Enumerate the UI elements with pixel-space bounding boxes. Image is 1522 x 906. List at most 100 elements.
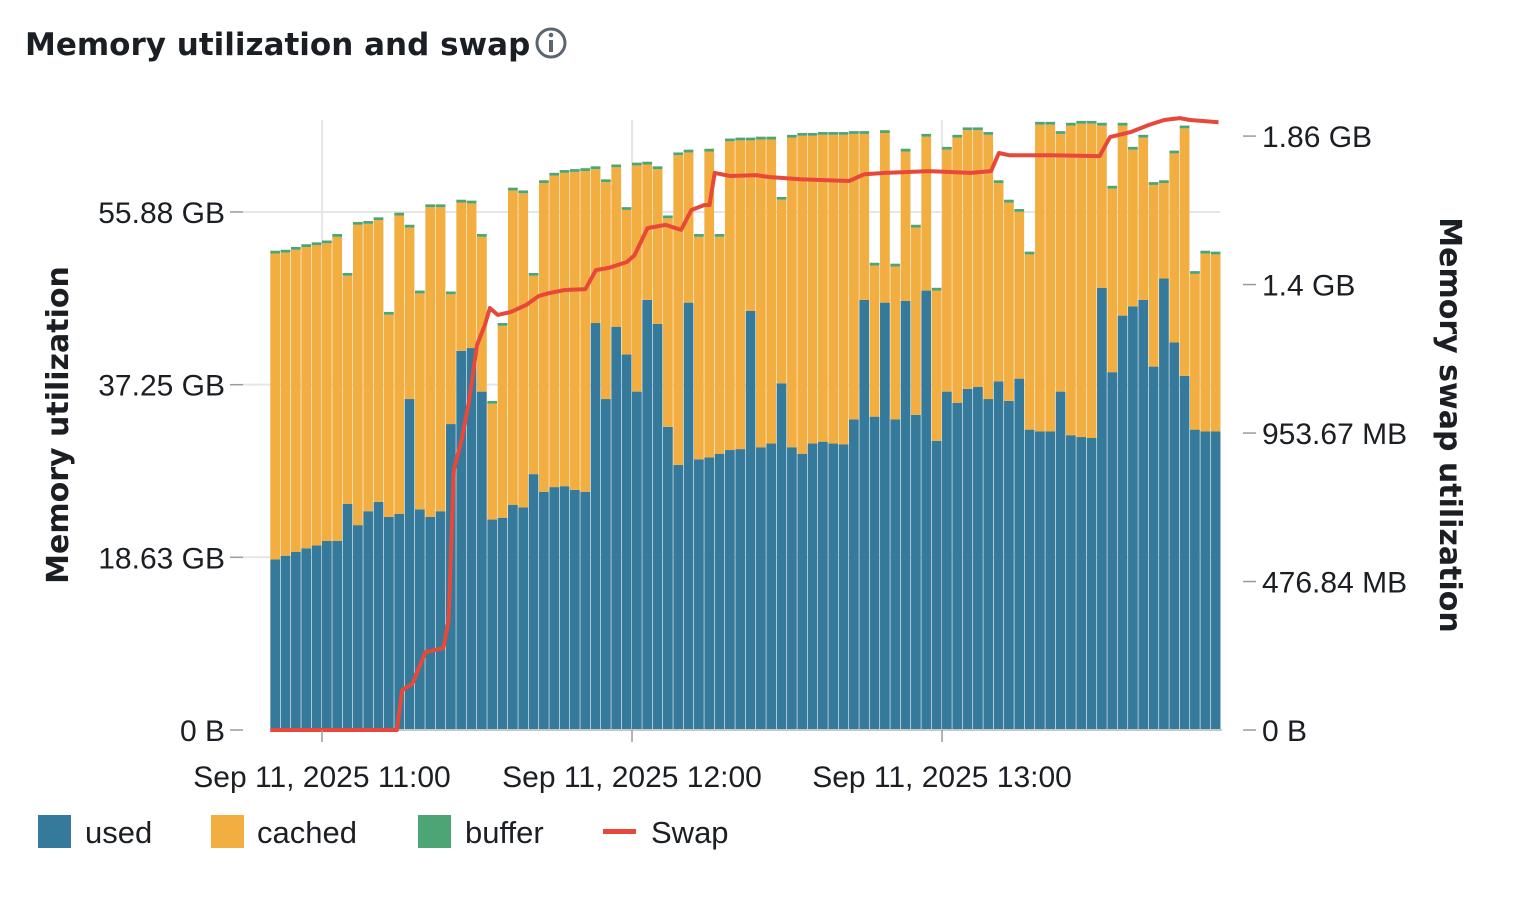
bar-cached xyxy=(921,136,932,291)
bar-cached xyxy=(301,247,312,549)
bar-used xyxy=(869,416,880,730)
bar-used xyxy=(1035,431,1045,730)
bar-buffer xyxy=(353,221,363,225)
bar-cached xyxy=(1024,254,1035,430)
bar-buffer xyxy=(663,215,673,219)
bar-used xyxy=(332,540,343,730)
bar-buffer xyxy=(1035,121,1045,125)
x-tick-label: Sep 11, 2025 13:00 xyxy=(812,761,1072,794)
bar-cached xyxy=(807,135,818,444)
bar-buffer xyxy=(890,263,901,267)
bar-buffer xyxy=(280,249,291,253)
bar-buffer xyxy=(756,136,766,140)
bar-cached xyxy=(466,203,477,349)
bar-cached xyxy=(818,134,828,442)
legend-swatch-buffer xyxy=(418,815,451,848)
bar-used xyxy=(642,299,653,730)
right-tick-label: 1.4 GB xyxy=(1262,270,1355,303)
bar-cached xyxy=(911,227,921,415)
bar-used xyxy=(508,504,518,730)
left-tick-label: 55.88 GB xyxy=(98,197,225,230)
bar-cached xyxy=(1169,153,1180,343)
bar-buffer xyxy=(549,172,560,176)
right-tick-label: 0 B xyxy=(1262,715,1307,748)
bar-used xyxy=(952,402,963,730)
bar-used xyxy=(942,391,952,730)
bar-used xyxy=(1024,429,1035,730)
bar-buffer xyxy=(539,180,549,184)
bar-buffer xyxy=(621,207,632,210)
bar-buffer xyxy=(807,132,818,136)
bar-buffer xyxy=(1117,122,1128,126)
bar-cached xyxy=(869,265,880,417)
bar-cached xyxy=(487,403,498,520)
bar-cached xyxy=(766,139,777,444)
bar-cached xyxy=(435,207,446,512)
bar-used xyxy=(632,391,642,730)
bar-used xyxy=(404,399,415,730)
bar-buffer xyxy=(859,131,870,134)
bar-used xyxy=(384,516,394,730)
bar-used xyxy=(1014,378,1025,730)
bar-cached xyxy=(632,165,642,392)
legend-item-used[interactable]: used xyxy=(38,815,152,850)
bar-cached xyxy=(518,193,529,508)
bar-buffer xyxy=(559,170,570,173)
bar-cached xyxy=(735,140,746,450)
bar-buffer xyxy=(632,162,642,166)
bar-cached xyxy=(880,132,890,303)
bar-used xyxy=(611,326,622,730)
bar-cached xyxy=(332,236,343,541)
bar-used xyxy=(859,299,870,730)
info-circle-icon[interactable] xyxy=(535,27,567,59)
bar-buffer xyxy=(704,148,715,152)
bar-cached xyxy=(415,293,425,510)
bar-used xyxy=(704,457,715,730)
bar-cached xyxy=(1200,253,1211,432)
bar-buffer xyxy=(466,200,477,204)
bar-cached xyxy=(1014,211,1025,379)
bar-buffer xyxy=(787,134,797,138)
bar-used xyxy=(1045,431,1056,730)
bar-used xyxy=(1076,437,1087,730)
bar-buffer xyxy=(508,187,518,191)
bar-used xyxy=(290,552,301,730)
bar-cached xyxy=(394,215,405,514)
bar-cached xyxy=(446,294,456,425)
bar-cached xyxy=(797,135,808,454)
bar-buffer xyxy=(611,164,622,168)
bar-used xyxy=(1066,435,1076,730)
bar-used xyxy=(849,419,859,730)
bar-used xyxy=(1117,315,1128,730)
bar-cached xyxy=(611,167,622,327)
bar-cached xyxy=(559,172,570,487)
bar-used xyxy=(663,426,673,730)
bar-cached xyxy=(1138,137,1149,300)
bar-used xyxy=(487,519,498,730)
bar-buffer xyxy=(1076,120,1087,124)
bar-used xyxy=(497,517,508,730)
bar-cached xyxy=(931,290,942,441)
bar-cached xyxy=(528,275,539,475)
bar-buffer xyxy=(673,152,684,156)
legend-item-cached[interactable]: cached xyxy=(211,815,357,850)
bar-used xyxy=(776,383,787,730)
legend-item-buffer[interactable]: buffer xyxy=(418,815,544,850)
bar-cached xyxy=(1159,183,1169,279)
chart-title: Memory utilization and swap xyxy=(25,27,530,63)
bar-buffer xyxy=(694,234,704,237)
bar-cached xyxy=(1035,124,1045,432)
bar-buffer xyxy=(983,132,994,135)
bar-buffer xyxy=(776,196,787,200)
legend-item-swap[interactable]: Swap xyxy=(603,815,729,850)
bar-buffer xyxy=(363,221,374,224)
bar-used xyxy=(993,381,1004,730)
bar-buffer xyxy=(683,149,694,153)
bar-used xyxy=(745,310,756,730)
bar-buffer xyxy=(962,127,973,131)
bar-used xyxy=(828,443,839,730)
bar-buffer xyxy=(838,132,849,135)
bar-used xyxy=(1179,375,1190,730)
bar-buffer xyxy=(1014,208,1025,212)
bar-buffer xyxy=(590,166,601,170)
